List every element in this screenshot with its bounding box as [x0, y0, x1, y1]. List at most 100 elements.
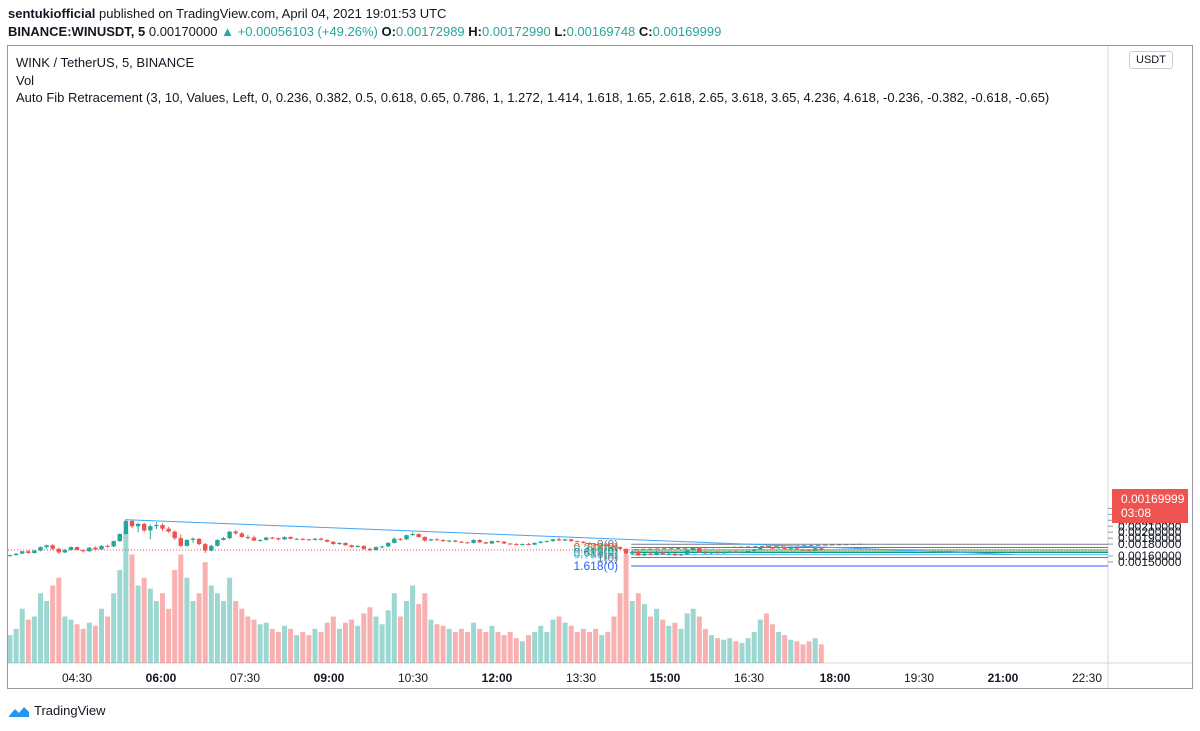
candle-body — [13, 553, 19, 556]
volume-bar — [111, 593, 117, 663]
volume-bar — [416, 604, 422, 663]
plot-area: 0(0)0.236(0)0.382(0)0.5(0)0.618(0)0.786(… — [8, 519, 1108, 663]
volume-bar — [31, 616, 37, 663]
candle-body — [318, 538, 324, 540]
volume-bar — [349, 619, 355, 663]
volume-bar — [80, 628, 86, 663]
candle-body — [727, 551, 732, 553]
symbol-label: BINANCE:WINUSDT, 5 — [8, 24, 146, 39]
price-change: ▲ +0.00056103 (+49.26%) — [221, 24, 378, 39]
candle-body — [129, 520, 135, 527]
author-name[interactable]: sentukiofficial — [8, 6, 96, 21]
volume-bar — [92, 625, 98, 663]
volume-bar — [166, 608, 172, 663]
last-price-tag: 0.00169999 03:08 — [1112, 489, 1188, 523]
candle-body — [355, 545, 360, 548]
currency-button[interactable]: USDT — [1129, 51, 1173, 69]
volume-bar — [385, 610, 391, 663]
volume-bar — [221, 601, 226, 663]
volume-bar — [458, 628, 464, 663]
candle-body — [404, 535, 409, 540]
volume-bar — [538, 625, 544, 663]
candle-body — [611, 545, 617, 548]
candle-body — [739, 552, 745, 554]
legend-title: WINK / TetherUS, 5, BINANCE — [16, 55, 195, 70]
volume-bar — [160, 593, 165, 663]
candle-body — [135, 523, 141, 527]
volume-bar — [776, 632, 782, 663]
candle-body — [526, 544, 531, 546]
last-price-tag-countdown: 03:08 — [1121, 506, 1152, 520]
candle-body — [312, 538, 318, 540]
candle-body — [264, 537, 269, 540]
volume-bar — [410, 585, 416, 663]
candle-body — [68, 547, 74, 551]
candle-body — [215, 539, 220, 546]
candle-body — [556, 539, 562, 541]
close-label: C: — [638, 24, 653, 39]
candle-body — [648, 553, 653, 555]
candle-body — [691, 547, 696, 551]
candle-body — [117, 533, 122, 542]
candle-body — [343, 542, 348, 546]
candle-body — [142, 523, 147, 531]
high-label: H: — [468, 24, 482, 39]
last-price-tag-value: 0.00169999 — [1121, 492, 1185, 506]
candle-body — [367, 548, 373, 551]
volume-bar — [678, 628, 684, 663]
candle-body — [672, 553, 678, 556]
candle-body — [398, 538, 403, 540]
candle-body — [813, 548, 818, 551]
candle-body — [203, 544, 208, 551]
legend-volume: Vol — [16, 73, 35, 88]
volume-bar — [263, 622, 269, 663]
volume-bar — [702, 628, 708, 663]
candle-body — [276, 538, 281, 540]
candle-body — [325, 539, 330, 542]
volume-bar — [202, 562, 208, 663]
volume-bar — [782, 635, 788, 663]
volume-bar — [763, 613, 769, 663]
fib-level-label: 1(0) — [597, 550, 618, 564]
volume-bar — [641, 604, 647, 663]
volume-bar — [696, 616, 702, 663]
volume-bar — [68, 619, 74, 663]
volume-bar — [446, 628, 452, 663]
volume-bar — [239, 608, 245, 663]
footer-brand[interactable]: TradingView — [34, 703, 106, 718]
candle-body — [349, 545, 354, 548]
volume-bar — [343, 622, 348, 663]
x-tick-label: 07:30 — [230, 671, 260, 685]
candle-body — [148, 526, 153, 531]
candle-body — [758, 547, 763, 550]
volume-bar — [336, 628, 342, 663]
candle-body — [800, 549, 806, 551]
volume-bar — [178, 554, 184, 663]
volume-bar — [465, 632, 470, 663]
candle-body — [623, 548, 629, 554]
candle-body — [764, 547, 769, 549]
volume-bar — [25, 619, 31, 663]
candle-body — [160, 525, 165, 529]
candle-body — [697, 547, 702, 553]
x-tick-label: 12:00 — [482, 671, 513, 685]
candle-body — [239, 533, 244, 537]
chart-frame[interactable] — [7, 45, 1193, 689]
candle-body — [617, 547, 623, 549]
candle-body — [74, 547, 80, 551]
volume-bar — [818, 644, 824, 663]
candle-body — [788, 548, 793, 550]
candle-body — [99, 545, 104, 550]
publish-info: published on TradingView.com, April 04, … — [99, 6, 447, 21]
candle-body — [87, 547, 92, 552]
volume-bar — [507, 632, 513, 663]
x-tick-label: 19:30 — [904, 671, 934, 685]
volume-bar — [617, 593, 623, 663]
volume-bar — [275, 632, 281, 663]
volume-bar — [489, 625, 495, 663]
volume-bar — [794, 641, 800, 663]
candle-body — [538, 541, 543, 543]
volume-bar — [8, 635, 13, 663]
volume-bar — [288, 628, 294, 663]
